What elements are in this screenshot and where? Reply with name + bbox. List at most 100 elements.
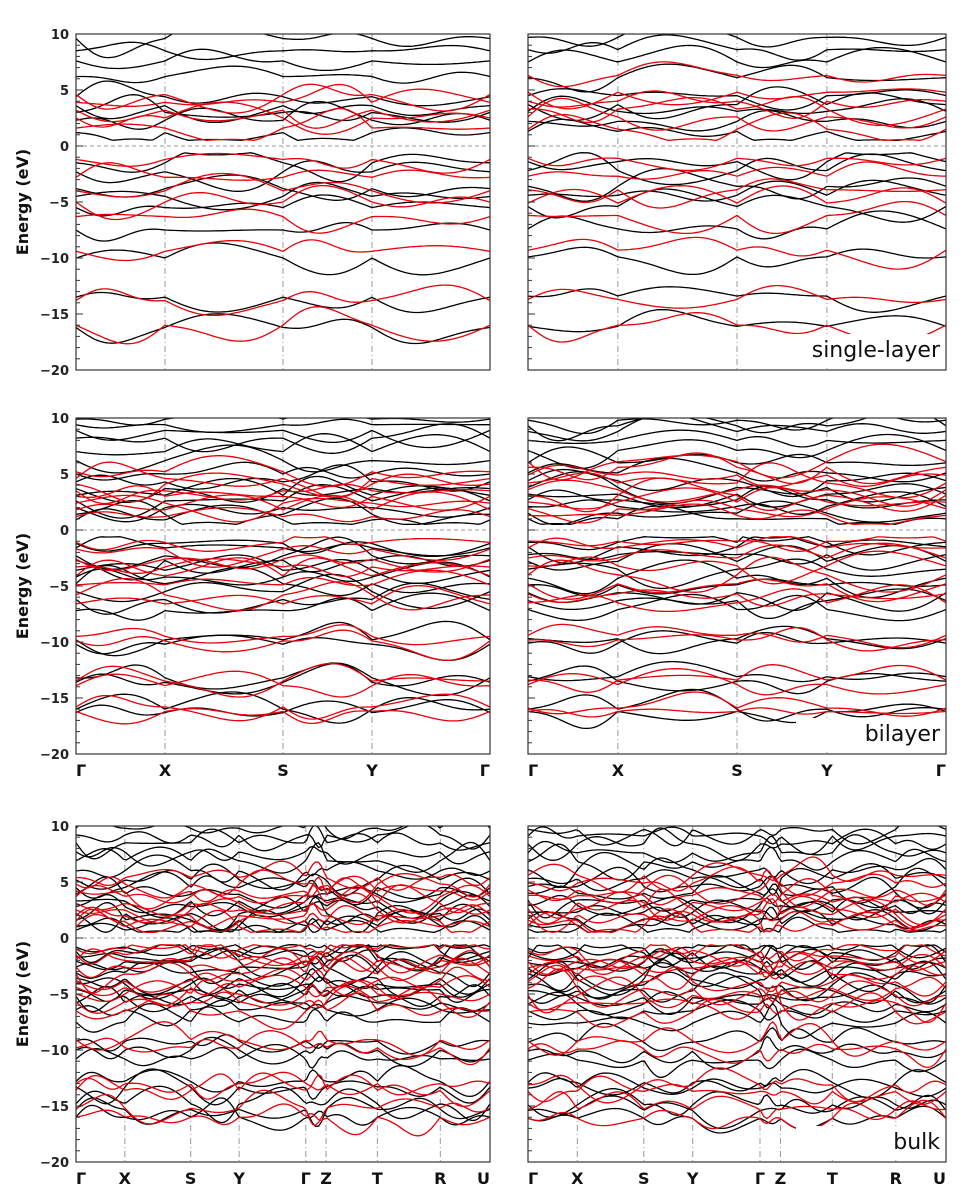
band-line-black xyxy=(528,593,946,622)
kpoint-label: Γ xyxy=(528,1169,538,1188)
band-line-black xyxy=(76,976,490,1000)
band-line-black xyxy=(76,691,490,724)
kpoint-label: X xyxy=(119,1169,132,1188)
band-line-red xyxy=(528,985,946,1024)
y-tick-label: 5 xyxy=(60,84,69,99)
band-line-black xyxy=(76,539,490,558)
band-line-black xyxy=(76,418,490,426)
band-line-black xyxy=(528,88,946,111)
band-line-black xyxy=(528,863,946,896)
band-line-black xyxy=(76,313,490,345)
band-line-red xyxy=(528,185,946,204)
band-line-red xyxy=(528,1091,946,1121)
panel-1: 10 5 0 −5 −10 −15 −20 Energy (eV) xyxy=(13,28,491,379)
band-line-red xyxy=(528,992,946,1028)
band-line-black xyxy=(76,497,490,526)
panel-label-bg xyxy=(796,1126,942,1158)
band-line-black xyxy=(76,1036,490,1068)
band-line-red xyxy=(76,860,490,891)
band-line-red xyxy=(528,957,946,991)
kpoint-label: U xyxy=(933,1169,946,1188)
band-line-black xyxy=(76,564,490,597)
kpoint-label: S xyxy=(185,1169,197,1188)
band-line-black xyxy=(528,1048,946,1078)
band-line-black xyxy=(528,826,946,847)
kpoint-label: Y xyxy=(365,761,378,780)
bands xyxy=(76,826,490,1137)
band-line-black xyxy=(76,242,490,276)
band-line-black xyxy=(528,418,946,442)
band-line-red xyxy=(76,629,490,661)
band-line-red xyxy=(528,90,946,119)
band-line-black xyxy=(528,457,946,483)
band-line-black xyxy=(528,827,946,862)
band-line-black xyxy=(528,625,946,655)
kpoint-label: S xyxy=(638,1169,650,1188)
panel-label: single-layer xyxy=(812,338,941,363)
kpoint-label: Γ xyxy=(528,761,538,780)
band-line-red xyxy=(528,236,946,270)
y-tick-label: −20 xyxy=(40,1156,69,1171)
band-line-black xyxy=(76,983,490,1004)
band-line-black xyxy=(528,118,946,142)
band-line-red xyxy=(76,472,490,503)
band-line-red xyxy=(528,542,946,562)
band-line-black xyxy=(528,95,946,115)
band-line-red xyxy=(528,888,946,926)
band-line-black xyxy=(528,1022,946,1052)
band-line-red xyxy=(76,875,490,910)
band-line-red xyxy=(76,536,490,552)
band-line-black xyxy=(76,104,490,124)
band-line-black xyxy=(76,433,490,456)
band-line-black xyxy=(528,851,946,889)
plot-frame xyxy=(527,417,947,755)
kpoint-label: Γ xyxy=(76,1169,86,1188)
band-line-black xyxy=(528,999,946,1023)
y-tick-label: 10 xyxy=(51,412,69,427)
kpoint-label: Γ xyxy=(936,761,946,780)
band-line-red xyxy=(528,284,946,309)
band-line-black xyxy=(528,630,946,654)
band-line-red xyxy=(528,161,946,180)
band-line-black xyxy=(528,550,946,571)
y-tick-label: −10 xyxy=(40,252,69,267)
band-line-black xyxy=(528,179,946,202)
band-line-red xyxy=(76,944,490,972)
band-line-black xyxy=(528,483,946,509)
y-axis-label: Energy (eV) xyxy=(13,941,32,1047)
band-line-red xyxy=(76,557,490,577)
band-line-black xyxy=(528,34,946,61)
kpoint-label: Y xyxy=(686,1169,699,1188)
kpoint-label: X xyxy=(159,761,172,780)
band-line-black xyxy=(76,573,490,610)
band-line-red xyxy=(76,708,490,725)
band-line-black xyxy=(528,536,946,556)
band-line-red xyxy=(528,503,946,526)
band-line-black xyxy=(528,109,946,132)
y-tick-label: −20 xyxy=(40,364,69,379)
band-line-black xyxy=(528,446,946,467)
band-line-black xyxy=(528,558,946,590)
y-tick-label: 10 xyxy=(51,28,69,43)
band-line-black xyxy=(528,308,946,333)
band-line-black xyxy=(76,48,490,72)
band-line-red xyxy=(528,878,946,914)
band-line-black xyxy=(76,181,490,211)
band-line-red xyxy=(528,948,946,975)
band-line-black xyxy=(76,503,490,523)
band-line-red xyxy=(528,496,946,524)
bands xyxy=(528,826,946,1134)
kpoint-label: S xyxy=(731,761,743,780)
y-tick-label: −20 xyxy=(40,748,69,763)
band-line-black xyxy=(528,866,946,904)
band-line-red xyxy=(76,693,490,722)
band-line-black xyxy=(76,429,490,449)
band-line-red xyxy=(528,97,946,132)
band-line-red xyxy=(528,664,946,693)
band-line-black xyxy=(76,536,490,557)
kpoint-label: X xyxy=(571,1169,584,1188)
band-line-black xyxy=(528,896,946,919)
band-line-black xyxy=(528,210,946,240)
band-line-red xyxy=(528,1021,946,1057)
y-tick-label: 0 xyxy=(60,524,69,539)
